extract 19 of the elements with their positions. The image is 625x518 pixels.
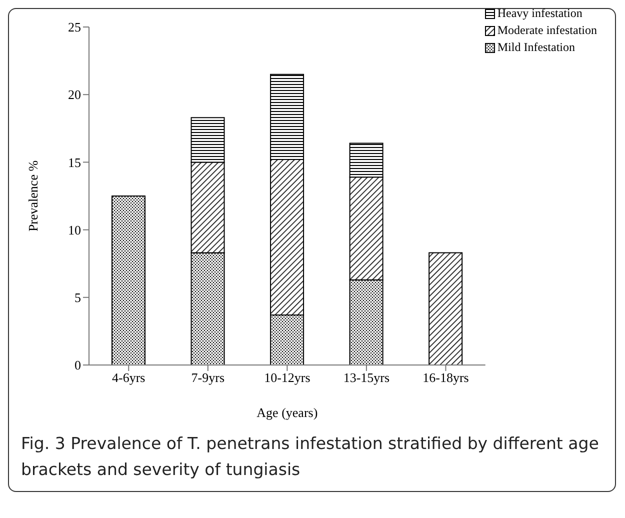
y-tick-label: 20 [68,87,81,102]
y-tick-label: 10 [68,222,81,238]
legend-label: Mild Infestation [497,39,576,56]
x-tick-label: 16-18yrs [422,370,469,386]
x-tick-label: 7-9yrs [191,370,225,386]
legend-label: Moderate infestation [497,22,597,39]
y-tick-label: 0 [74,358,81,373]
legend-label: Heavy infestation [497,5,582,22]
x-tick-label: 10-12yrs [264,370,310,386]
x-tick-label: 13-15yrs [343,370,390,386]
x-axis-title: Age (years) [256,405,318,420]
y-tick-label: 15 [68,154,81,170]
bar [111,196,146,365]
caption: Fig. 3 Prevalence of T. penetrans infestation stratified by different age brackets and severity of tungiasis [20,433,600,481]
bar [428,252,463,365]
x-tick-label: 4-6yrs [112,370,146,386]
y-tick-label: 25 [68,20,81,35]
y-tick-label: 5 [74,290,81,306]
y-axis-title: Prevalence % [26,160,41,232]
